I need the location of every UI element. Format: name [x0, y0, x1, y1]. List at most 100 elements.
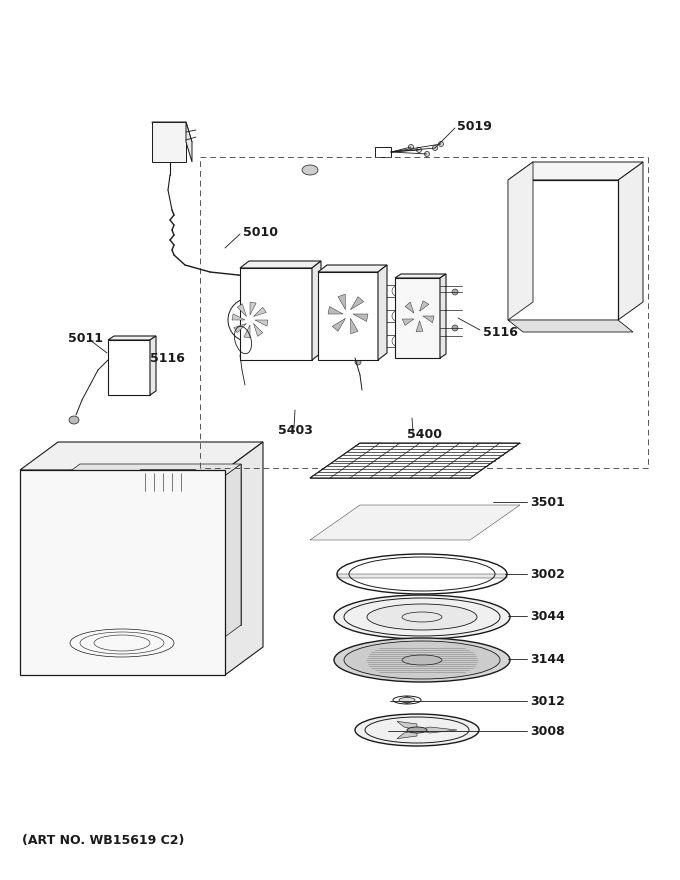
Ellipse shape — [302, 165, 318, 175]
Text: 5010: 5010 — [243, 225, 278, 238]
Polygon shape — [310, 505, 520, 540]
Bar — [23, 566, 35, 580]
Circle shape — [301, 348, 307, 353]
Text: 3012: 3012 — [530, 694, 565, 708]
Circle shape — [245, 275, 250, 281]
Bar — [382, 285, 412, 297]
Text: 5400: 5400 — [407, 428, 442, 441]
Text: 3501: 3501 — [530, 495, 565, 509]
Polygon shape — [395, 274, 446, 278]
Bar — [23, 544, 35, 558]
Bar — [382, 335, 412, 347]
Polygon shape — [353, 314, 368, 321]
Bar — [42, 492, 203, 653]
Circle shape — [245, 348, 250, 353]
Circle shape — [439, 142, 443, 146]
Bar — [23, 522, 35, 536]
Text: 3002: 3002 — [530, 568, 565, 581]
Circle shape — [432, 145, 437, 150]
Circle shape — [141, 346, 146, 350]
Text: 5011: 5011 — [68, 332, 103, 344]
Circle shape — [509, 309, 515, 315]
Polygon shape — [416, 320, 423, 332]
Polygon shape — [397, 722, 417, 730]
Polygon shape — [420, 301, 429, 312]
Text: 3008: 3008 — [530, 724, 565, 737]
Polygon shape — [440, 274, 446, 358]
Ellipse shape — [407, 727, 427, 733]
Polygon shape — [42, 464, 241, 492]
Text: 5116: 5116 — [150, 351, 185, 364]
Polygon shape — [225, 442, 263, 675]
Polygon shape — [255, 320, 268, 326]
Circle shape — [452, 289, 458, 295]
Ellipse shape — [334, 595, 510, 639]
Circle shape — [509, 185, 515, 191]
Polygon shape — [350, 297, 364, 310]
Circle shape — [323, 278, 327, 282]
Polygon shape — [395, 278, 440, 358]
Bar — [23, 588, 35, 602]
Ellipse shape — [402, 655, 442, 665]
Circle shape — [409, 144, 413, 150]
Polygon shape — [152, 122, 186, 162]
Text: 5403: 5403 — [278, 423, 313, 436]
Circle shape — [141, 385, 146, 391]
Polygon shape — [508, 162, 643, 180]
Polygon shape — [240, 261, 321, 268]
Polygon shape — [254, 307, 267, 317]
Text: 5019: 5019 — [457, 120, 492, 133]
Text: 3144: 3144 — [530, 652, 565, 665]
Polygon shape — [240, 268, 312, 360]
Ellipse shape — [69, 416, 79, 424]
Circle shape — [368, 349, 372, 355]
Polygon shape — [508, 320, 633, 332]
Ellipse shape — [344, 641, 500, 679]
Polygon shape — [378, 265, 387, 360]
Polygon shape — [312, 261, 321, 360]
Polygon shape — [108, 340, 150, 395]
Polygon shape — [20, 442, 263, 470]
Circle shape — [403, 696, 411, 703]
Bar — [516, 188, 610, 312]
Bar — [375, 147, 391, 157]
Bar — [382, 310, 412, 322]
Circle shape — [424, 151, 430, 157]
Circle shape — [611, 185, 617, 191]
Circle shape — [245, 315, 255, 325]
Circle shape — [323, 349, 327, 355]
Polygon shape — [232, 314, 245, 320]
Polygon shape — [405, 302, 414, 313]
Ellipse shape — [355, 714, 479, 746]
Polygon shape — [350, 319, 358, 334]
Polygon shape — [310, 443, 520, 478]
Polygon shape — [337, 574, 507, 578]
Circle shape — [110, 385, 116, 391]
Circle shape — [355, 359, 361, 365]
Polygon shape — [508, 162, 533, 320]
Circle shape — [440, 283, 446, 289]
Ellipse shape — [367, 604, 477, 630]
Bar — [160, 130, 180, 150]
Polygon shape — [108, 336, 156, 340]
Polygon shape — [333, 319, 345, 332]
Bar — [210, 545, 222, 563]
Bar — [140, 469, 195, 497]
Text: 3044: 3044 — [530, 610, 565, 622]
Polygon shape — [318, 265, 387, 272]
Polygon shape — [618, 162, 643, 320]
Polygon shape — [338, 294, 345, 310]
Circle shape — [414, 312, 422, 320]
Polygon shape — [244, 325, 250, 338]
Circle shape — [110, 346, 116, 350]
Polygon shape — [20, 470, 225, 675]
Bar — [23, 632, 35, 646]
Circle shape — [343, 309, 353, 319]
Polygon shape — [203, 464, 241, 653]
Polygon shape — [417, 727, 457, 733]
Polygon shape — [237, 304, 246, 317]
Polygon shape — [397, 730, 417, 738]
Bar — [23, 500, 35, 514]
Circle shape — [416, 148, 422, 152]
Circle shape — [452, 325, 458, 331]
